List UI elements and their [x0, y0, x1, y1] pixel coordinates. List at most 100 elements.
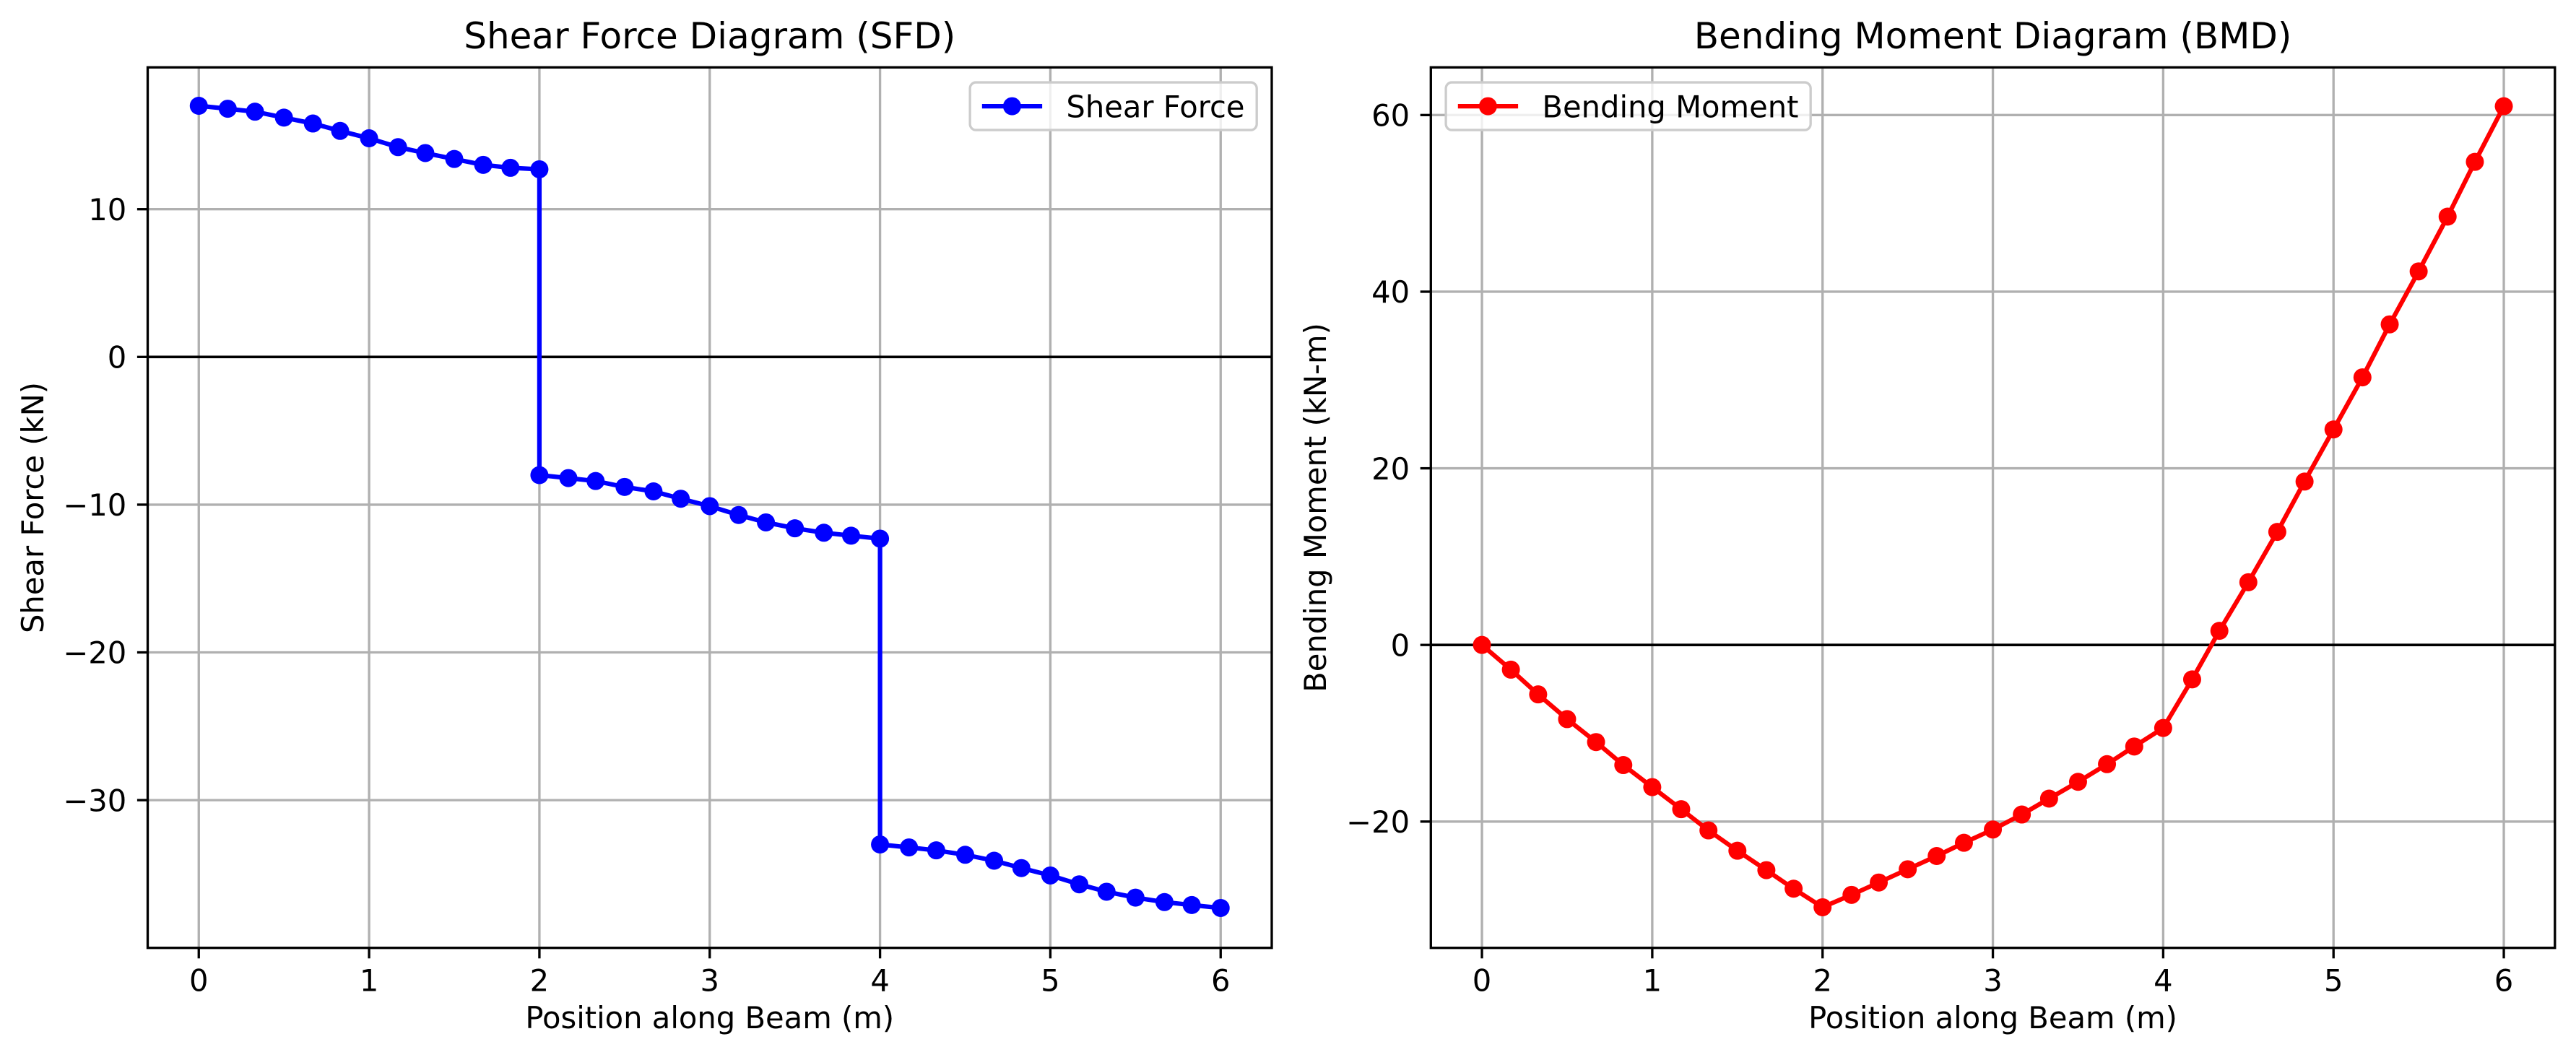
data-point — [2125, 737, 2143, 756]
data-point — [757, 513, 776, 531]
data-point — [871, 529, 890, 548]
data-point — [1529, 685, 1548, 704]
data-point — [701, 497, 719, 516]
data-point — [2268, 523, 2286, 542]
data-point — [1558, 710, 1577, 729]
data-point — [2295, 472, 2314, 491]
x-axis-label: Position along Beam (m) — [1808, 1000, 2177, 1035]
data-point — [1927, 847, 1946, 866]
y-tick-label: −10 — [63, 487, 126, 523]
data-point — [1587, 733, 1605, 752]
data-point — [2013, 805, 2031, 824]
y-tick-label: 10 — [88, 192, 126, 227]
data-point — [2098, 755, 2117, 773]
legend-marker — [1478, 97, 1497, 116]
x-tick-label: 2 — [1813, 963, 1832, 998]
data-point — [2380, 315, 2399, 334]
data-point — [900, 838, 919, 857]
data-point — [1126, 888, 1145, 907]
data-point — [644, 482, 663, 500]
data-point — [1614, 756, 1633, 775]
data-point — [246, 103, 264, 121]
x-tick-label: 5 — [2324, 963, 2343, 998]
data-point — [331, 121, 350, 140]
data-series — [189, 96, 1230, 917]
data-point — [1012, 859, 1031, 877]
data-point — [985, 851, 1004, 870]
bending-moment-chart: 0 1 2 3 4 5 6 −20 0 20 40 60 Bending Moment Diagram … — [1298, 15, 2557, 1035]
data-point — [2409, 262, 2428, 281]
data-point — [2239, 573, 2258, 591]
x-tick-label: 1 — [1643, 963, 1662, 998]
data-point — [1041, 866, 1059, 885]
data-point — [2353, 368, 2372, 387]
data-point — [559, 469, 578, 487]
shear-force-chart: 0 1 2 3 4 5 6 −30 −20 −10 0 10 Shear Force Diagram (… — [15, 15, 1273, 1035]
data-point — [1813, 898, 1832, 916]
x-tick-label: 4 — [2154, 963, 2173, 998]
x-tick-label: 6 — [1211, 963, 1231, 998]
data-point — [1097, 882, 1116, 901]
data-point — [2039, 789, 2058, 808]
data-point — [2210, 622, 2229, 640]
x-axis-label: Position along Beam (m) — [525, 1000, 894, 1035]
chart-title: Bending Moment Diagram (BMD) — [1694, 15, 2292, 57]
data-point — [927, 841, 945, 860]
x-tick-label: 1 — [360, 963, 379, 998]
data-point — [1182, 895, 1201, 914]
x-tick-label: 0 — [1473, 963, 1492, 998]
data-point — [956, 846, 974, 864]
data-point — [274, 108, 293, 127]
data-point — [2466, 152, 2484, 171]
y-tick-label: −30 — [63, 783, 126, 818]
x-tick-label: 3 — [700, 963, 719, 998]
data-point — [389, 138, 407, 157]
data-point — [815, 524, 833, 542]
data-point — [615, 477, 634, 496]
legend: Bending Moment — [1444, 81, 1812, 131]
data-point — [1757, 861, 1776, 879]
data-point — [474, 155, 493, 174]
x-tick-label: 2 — [530, 963, 550, 998]
data-point — [2324, 420, 2343, 439]
data-point — [445, 149, 464, 168]
x-tick-label: 6 — [2494, 963, 2514, 998]
y-tick-label: −20 — [1346, 804, 1410, 840]
data-point — [2182, 670, 2201, 689]
data-point — [1842, 885, 1861, 904]
data-point — [2154, 718, 2172, 737]
y-axis-label: Shear Force (kN) — [15, 382, 51, 633]
data-point — [218, 100, 237, 118]
data-point — [189, 96, 208, 115]
data-point — [841, 526, 860, 545]
legend: Shear Force — [968, 81, 1258, 131]
x-tick-label: 4 — [870, 963, 890, 998]
y-tick-label: 60 — [1371, 98, 1410, 134]
data-point — [530, 466, 549, 485]
data-point — [1155, 892, 1174, 911]
data-point — [1870, 873, 1888, 892]
data-point — [360, 129, 378, 148]
data-point — [1473, 635, 1491, 654]
data-point — [416, 144, 435, 162]
legend-label: Shear Force — [1066, 89, 1244, 124]
data-point — [1070, 875, 1089, 894]
data-point — [729, 505, 748, 524]
data-point — [2494, 97, 2513, 116]
chart-title: Shear Force Diagram (SFD) — [464, 15, 955, 57]
data-point — [672, 490, 690, 508]
legend-marker — [1002, 97, 1021, 116]
data-point — [1501, 660, 1520, 679]
y-tick-label: 0 — [1391, 627, 1410, 663]
data-point — [1728, 841, 1747, 860]
y-tick-label: 40 — [1371, 274, 1410, 310]
data-point — [530, 160, 549, 178]
data-point — [1211, 898, 1230, 917]
legend-frame — [968, 81, 1258, 131]
data-point — [1899, 860, 1917, 879]
data-point — [1954, 833, 1973, 852]
data-point — [1784, 879, 1803, 898]
data-point — [1643, 778, 1662, 796]
legend-label: Bending Moment — [1542, 89, 1798, 124]
